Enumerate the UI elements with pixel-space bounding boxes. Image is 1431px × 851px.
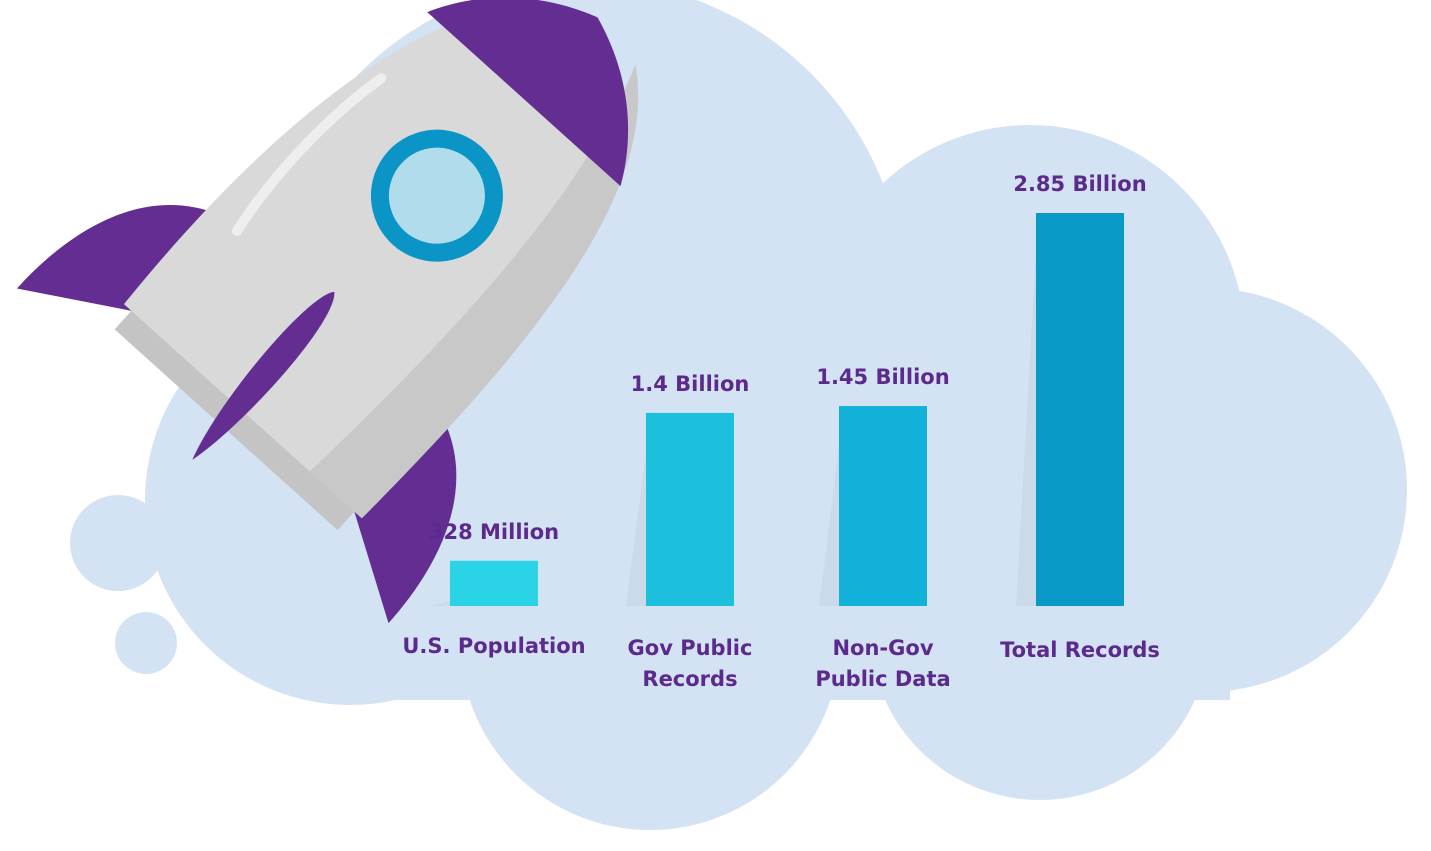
bar — [839, 406, 927, 606]
category-label: U.S. Population — [402, 634, 586, 658]
bar — [1036, 213, 1124, 606]
category-label: Gov Public Records — [627, 636, 753, 691]
bar-shadow — [430, 600, 450, 606]
rocket — [16, 0, 639, 624]
bar — [646, 412, 734, 606]
value-label: 2.85 Billion — [1013, 172, 1147, 196]
category-label: Total Records — [1000, 638, 1160, 662]
value-label: 328 Million — [428, 519, 560, 544]
bar-shadow — [819, 446, 839, 606]
bar-shadow — [1016, 253, 1036, 606]
bar — [450, 560, 538, 606]
bar-shadow — [626, 452, 646, 606]
value-label: 1.4 Billion — [630, 371, 750, 396]
category-label: Non-Gov Public Data — [815, 636, 951, 691]
value-label: 1.45 Billion — [816, 365, 950, 390]
